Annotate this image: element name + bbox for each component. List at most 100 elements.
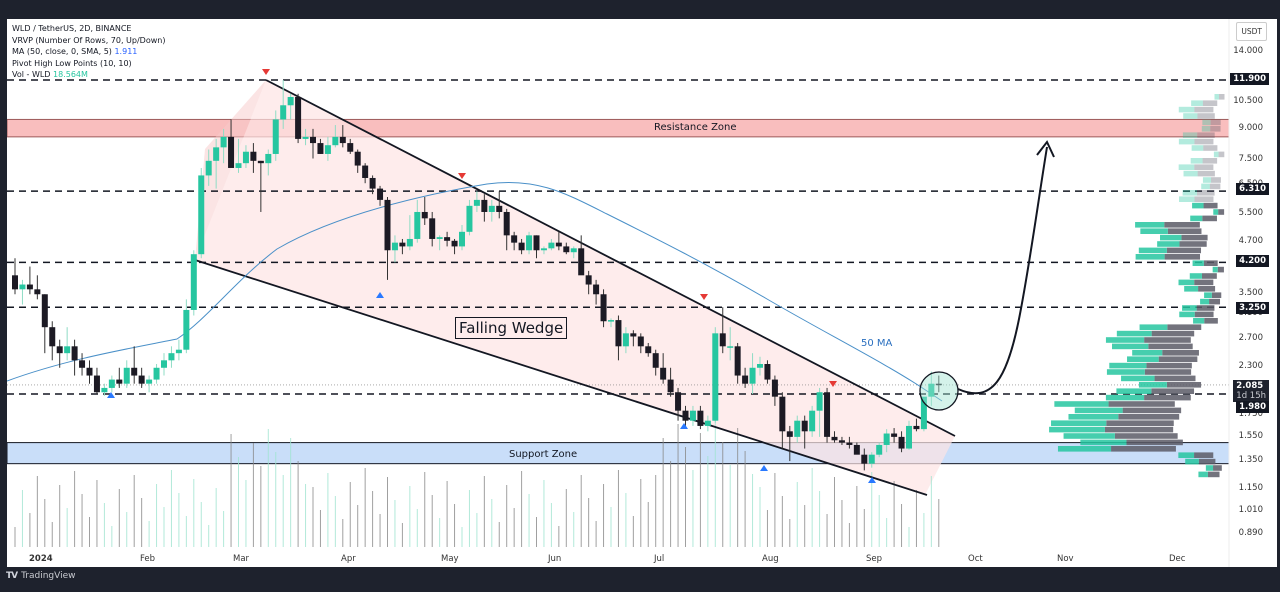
- candle[interactable]: [645, 346, 652, 354]
- candle[interactable]: [146, 379, 153, 384]
- candle[interactable]: [473, 199, 480, 206]
- legend-volume[interactable]: Vol - WLD 18.564M: [12, 70, 88, 79]
- candle[interactable]: [585, 275, 592, 285]
- candle[interactable]: [622, 333, 629, 347]
- price-tag[interactable]: 11.900: [1230, 73, 1269, 85]
- legend-symbol[interactable]: WLD / TetherUS, 2D, BINANCE: [12, 24, 132, 33]
- price-tag[interactable]: 2.085 1d 15h: [1233, 380, 1269, 402]
- candle[interactable]: [563, 246, 570, 253]
- candle[interactable]: [906, 425, 912, 449]
- candle[interactable]: [228, 136, 235, 168]
- candle[interactable]: [168, 353, 175, 361]
- candle[interactable]: [518, 242, 525, 251]
- candle[interactable]: [526, 235, 533, 251]
- candle[interactable]: [287, 96, 294, 106]
- candle[interactable]: [511, 235, 518, 243]
- candle[interactable]: [116, 379, 123, 384]
- candle[interactable]: [362, 165, 369, 178]
- candle[interactable]: [540, 248, 547, 251]
- candle[interactable]: [630, 333, 637, 337]
- candle[interactable]: [555, 242, 562, 247]
- candle[interactable]: [108, 379, 115, 388]
- candle[interactable]: [41, 294, 48, 328]
- candle[interactable]: [898, 436, 905, 449]
- candle[interactable]: [600, 294, 607, 322]
- candle[interactable]: [749, 367, 756, 384]
- candle[interactable]: [593, 284, 600, 295]
- candle[interactable]: [250, 151, 257, 161]
- candle[interactable]: [198, 175, 205, 255]
- candle[interactable]: [86, 367, 93, 376]
- candle[interactable]: [220, 136, 227, 148]
- currency-button[interactable]: USDT: [1236, 22, 1267, 41]
- candle[interactable]: [764, 364, 771, 380]
- candle[interactable]: [824, 392, 831, 437]
- candle[interactable]: [466, 205, 473, 232]
- candle[interactable]: [578, 248, 585, 276]
- candle[interactable]: [928, 383, 935, 397]
- projection-arrow[interactable]: [957, 146, 1048, 395]
- candle[interactable]: [734, 346, 741, 376]
- wedge-upper-line[interactable]: [265, 79, 956, 437]
- candle[interactable]: [682, 410, 689, 421]
- candle[interactable]: [347, 143, 354, 152]
- candle[interactable]: [935, 383, 942, 386]
- candle[interactable]: [503, 211, 510, 236]
- candle[interactable]: [93, 375, 100, 393]
- candle[interactable]: [384, 199, 391, 251]
- candle[interactable]: [429, 218, 436, 239]
- candle[interactable]: [242, 151, 249, 164]
- candle[interactable]: [421, 211, 428, 219]
- candle[interactable]: [324, 145, 331, 154]
- candle[interactable]: [757, 364, 763, 368]
- candle[interactable]: [377, 188, 384, 200]
- candle[interactable]: [883, 433, 890, 445]
- candle[interactable]: [26, 284, 33, 290]
- candle[interactable]: [533, 235, 540, 251]
- legend-vrvp[interactable]: VRVP (Number Of Rows, 70, Up/Down): [12, 35, 166, 45]
- candle[interactable]: [868, 454, 875, 464]
- candle[interactable]: [481, 199, 488, 212]
- candle[interactable]: [101, 387, 108, 393]
- candle[interactable]: [794, 420, 801, 437]
- candle[interactable]: [727, 346, 734, 348]
- wedge-lower-line[interactable]: [194, 259, 928, 496]
- candle[interactable]: [64, 346, 71, 354]
- candle[interactable]: [816, 392, 823, 411]
- candle[interactable]: [175, 349, 182, 354]
- candle[interactable]: [265, 153, 272, 164]
- candle[interactable]: [846, 442, 853, 445]
- candle[interactable]: [809, 410, 816, 432]
- candle[interactable]: [570, 248, 577, 253]
- candle[interactable]: [853, 444, 860, 455]
- candle[interactable]: [205, 160, 212, 176]
- candle[interactable]: [332, 136, 339, 146]
- candle[interactable]: [451, 240, 458, 247]
- candle[interactable]: [436, 237, 443, 239]
- candle[interactable]: [891, 433, 898, 437]
- candle[interactable]: [779, 396, 786, 432]
- candle[interactable]: [131, 367, 138, 376]
- candle[interactable]: [637, 336, 644, 347]
- breakout-circle[interactable]: [919, 371, 959, 411]
- candle[interactable]: [667, 379, 674, 393]
- candle[interactable]: [123, 367, 130, 384]
- candle[interactable]: [399, 242, 406, 247]
- candle[interactable]: [295, 96, 302, 139]
- candle[interactable]: [660, 367, 667, 380]
- candle[interactable]: [913, 425, 920, 430]
- candle[interactable]: [34, 289, 41, 295]
- candle[interactable]: [697, 410, 704, 426]
- candle[interactable]: [838, 440, 845, 443]
- candle[interactable]: [257, 160, 264, 164]
- candle[interactable]: [310, 136, 316, 144]
- candle[interactable]: [786, 431, 793, 437]
- candle[interactable]: [302, 136, 309, 139]
- candle[interactable]: [138, 375, 145, 384]
- candle[interactable]: [831, 436, 838, 441]
- candle[interactable]: [317, 143, 324, 154]
- candle[interactable]: [183, 309, 190, 350]
- candle[interactable]: [712, 333, 719, 421]
- candle[interactable]: [675, 392, 682, 411]
- ma-50-line[interactable]: [7, 181, 943, 402]
